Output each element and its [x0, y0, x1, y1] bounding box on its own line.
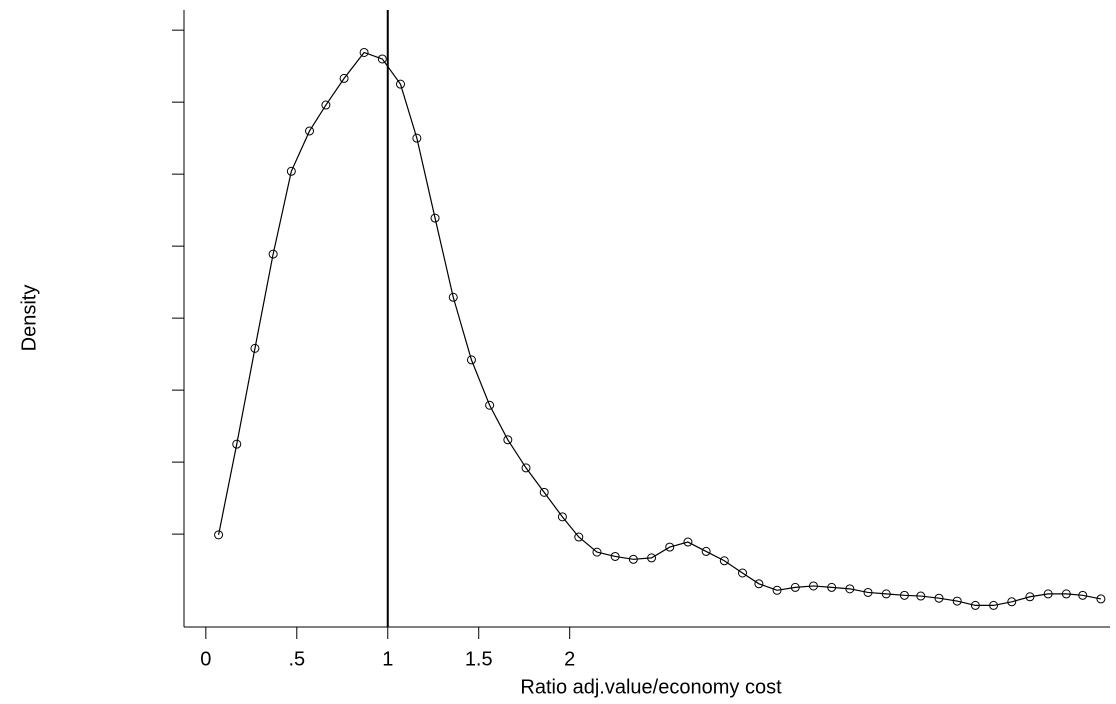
marker [665, 542, 675, 552]
marker [683, 537, 693, 547]
marker [592, 547, 602, 557]
marker [339, 73, 349, 83]
marker [952, 596, 962, 606]
marker [989, 600, 999, 610]
marker [321, 100, 331, 110]
marker [250, 343, 260, 353]
marker [574, 532, 584, 542]
marker [970, 600, 980, 610]
marker [305, 126, 315, 136]
marker [1025, 592, 1035, 602]
marker [503, 435, 513, 445]
marker [485, 400, 495, 410]
marker [1096, 594, 1106, 604]
marker [1043, 589, 1053, 599]
marker [521, 463, 531, 473]
y-axis-label: Density [18, 285, 40, 352]
marker [701, 546, 711, 556]
marker [232, 439, 242, 449]
marker [719, 556, 729, 566]
density-line [217, 51, 1102, 607]
marker [395, 79, 405, 89]
x-tick-label: 1.5 [465, 648, 493, 670]
marker [359, 47, 369, 57]
marker [790, 582, 800, 592]
marker [754, 579, 764, 589]
marker [881, 589, 891, 599]
marker [863, 587, 873, 597]
marker [448, 292, 458, 302]
marker [1007, 597, 1017, 607]
marker [268, 249, 278, 259]
marker [430, 213, 440, 223]
marker [1061, 589, 1071, 599]
marker [412, 133, 422, 143]
marker [899, 590, 909, 600]
marker [916, 591, 926, 601]
marker [466, 355, 476, 365]
x-tick-label: .5 [288, 648, 305, 670]
marker [214, 530, 224, 540]
marker [827, 582, 837, 592]
marker [845, 584, 855, 594]
marker [557, 512, 567, 522]
marker [286, 166, 296, 176]
marker [539, 487, 549, 497]
marker [628, 554, 638, 564]
marker [738, 568, 748, 578]
marker [377, 54, 387, 64]
x-axis-label: Ratio adj.value/economy cost [520, 676, 782, 698]
marker [1078, 590, 1088, 600]
marker [610, 551, 620, 561]
x-tick-label: 1 [382, 648, 393, 670]
x-tick-label: 0 [200, 648, 211, 670]
marker [934, 593, 944, 603]
x-tick-label: 2 [564, 648, 575, 670]
marker [647, 553, 657, 563]
marker [772, 585, 782, 595]
marker [808, 581, 818, 591]
